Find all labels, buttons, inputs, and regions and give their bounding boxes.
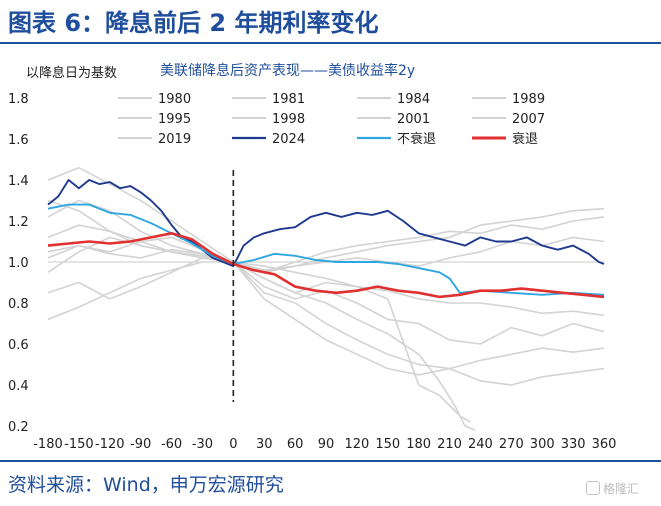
x-tick-label-7: 30: [256, 437, 273, 452]
legend-label-3: 1989: [512, 92, 545, 107]
y-tick-label-3: 0.8: [8, 297, 29, 312]
legend-label-2: 1984: [397, 92, 430, 107]
legend-label-0: 1980: [158, 92, 191, 107]
x-tick-label-8: 60: [287, 437, 304, 452]
x-tick-label-6: 0: [229, 437, 237, 452]
y-tick-label-8: 1.8: [8, 92, 29, 107]
legend-label-4: 1995: [158, 112, 191, 127]
plot-area: [47, 166, 605, 431]
y-tick-label-0: 0.2: [8, 420, 29, 435]
y-tick-label-2: 0.6: [8, 338, 29, 353]
legend-label-7: 2007: [512, 112, 545, 127]
x-tick-label-13: 210: [437, 437, 462, 452]
x-tick-label-9: 90: [318, 437, 335, 452]
legend-label-11: 衰退: [512, 131, 538, 147]
title-divider: [0, 42, 661, 44]
x-tick-label-5: -30: [192, 437, 213, 452]
x-tick-label-17: 330: [561, 437, 586, 452]
x-tick-label-10: 120: [344, 437, 369, 452]
series-line-3: [47, 166, 605, 317]
series-line-9: [47, 179, 605, 268]
x-tick-label-1: -150: [64, 437, 94, 452]
chart-title: 美联储降息后资产表现——美债收益率2y: [160, 63, 416, 79]
series-line-4: [47, 199, 605, 271]
y-tick-label-1: 0.4: [8, 379, 29, 394]
page-title: 图表 6：降息前后 2 年期利率变化: [8, 9, 379, 37]
x-tick-label-0: -180: [33, 437, 63, 452]
legend-label-1: 1981: [272, 92, 305, 107]
legend-label-8: 2019: [158, 132, 191, 147]
y-tick-label-4: 1.0: [8, 256, 29, 271]
watermark-logo-icon: [586, 481, 600, 495]
y-axis-label: 以降息日为基数: [26, 66, 118, 81]
legend-label-9: 2024: [272, 132, 305, 147]
chart-axes: 0.20.40.60.81.01.21.41.61.8-180 -150 -120-…: [8, 92, 616, 452]
x-tick-label-15: 270: [499, 437, 524, 452]
x-tick-label-3: -90: [130, 437, 151, 452]
x-tick-label-4: -60: [161, 437, 182, 452]
legend-label-10: 不衰退: [397, 131, 436, 147]
chart-legend: 1980 1981 1984 1989 1995 1998 2001 2007 2019 2024…: [118, 92, 545, 147]
x-tick-label-18: 360: [592, 437, 617, 452]
y-tick-label-7: 1.6: [8, 133, 29, 148]
y-tick-label-6: 1.4: [8, 174, 29, 189]
series-line-11: [47, 232, 605, 299]
x-tick-label-12: 180: [406, 437, 431, 452]
series-line-2: [47, 207, 605, 321]
legend-label-5: 1998: [272, 112, 305, 127]
series-line-6: [47, 224, 605, 386]
line-chart: 1980 1981 1984 1989 1995 1998 2001 2007 2019 2024…: [8, 92, 616, 452]
legend-label-6: 2001: [397, 112, 430, 127]
watermark-text: 格隆汇: [603, 482, 640, 496]
x-tick-label-16: 300: [530, 437, 555, 452]
x-tick-label-14: 240: [468, 437, 493, 452]
series-line-7: [47, 244, 605, 370]
source-note: 资料来源：Wind，申万宏源研究: [8, 474, 284, 496]
series-line-10: [47, 203, 605, 296]
y-tick-label-5: 1.2: [8, 215, 29, 230]
x-tick-label-2: -120: [95, 437, 125, 452]
source-divider: [0, 460, 661, 462]
x-tick-label-11: 150: [375, 437, 400, 452]
series-line-8: [47, 199, 471, 423]
